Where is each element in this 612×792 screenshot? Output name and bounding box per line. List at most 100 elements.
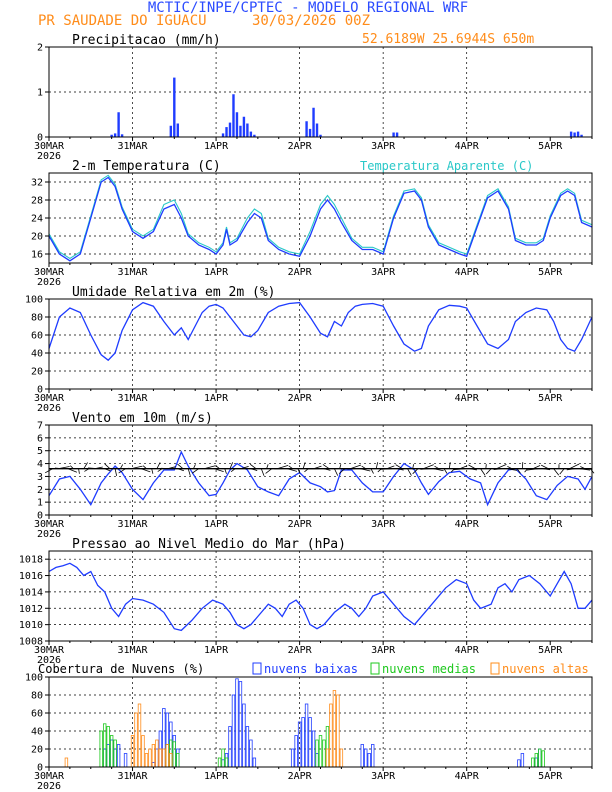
ytick-label: 1 bbox=[37, 498, 43, 509]
precip-bar bbox=[249, 131, 253, 137]
precip-bar bbox=[242, 116, 246, 137]
xtick-label: 2APR bbox=[288, 393, 313, 404]
panel-frame bbox=[48, 676, 593, 768]
legend-low-label: nuvens baixas bbox=[264, 662, 358, 676]
header-title: MCTIC/INPE/CPTEC - MODELO REGIONAL WRF bbox=[148, 0, 468, 16]
ytick-label: 3 bbox=[37, 472, 43, 483]
cloud-bar bbox=[311, 730, 316, 768]
cloud-bar bbox=[531, 757, 535, 768]
xtick-label: 2APR bbox=[288, 519, 313, 530]
xtick-label: 30MAR bbox=[34, 393, 65, 404]
cloud-bar bbox=[541, 750, 545, 768]
xtick-year-label: 2026 bbox=[37, 151, 61, 162]
precip-bar bbox=[580, 134, 583, 137]
ytick-label: 0 bbox=[37, 511, 43, 522]
xtick-label: 2APR bbox=[288, 141, 313, 152]
cloud-bar bbox=[290, 748, 295, 768]
xtick-year-label: 2026 bbox=[37, 277, 61, 288]
cloud-bar bbox=[318, 735, 323, 768]
cloud-bar bbox=[231, 694, 236, 768]
wind-arrow bbox=[177, 463, 184, 470]
precip-bar bbox=[173, 77, 176, 137]
cloud-bar bbox=[106, 726, 110, 768]
cloud-bar bbox=[308, 717, 312, 768]
precip-title: Precipitacao (mm/h) bbox=[72, 33, 221, 48]
precip-bar bbox=[120, 134, 124, 137]
cloud-bar bbox=[329, 703, 333, 768]
ytick-label: 0 bbox=[37, 385, 43, 396]
ytick-label: 32 bbox=[31, 178, 43, 189]
cloud-bar bbox=[169, 753, 173, 768]
precip-bar bbox=[253, 134, 256, 137]
cloud-bar bbox=[123, 753, 128, 768]
ytick-label: 6 bbox=[37, 433, 43, 444]
wind-arrow bbox=[120, 464, 124, 469]
ytick-label: 1018 bbox=[19, 555, 43, 566]
ytick-label: 1016 bbox=[19, 571, 43, 582]
xtick-label: 3APR bbox=[371, 267, 396, 278]
xtick-label: 3APR bbox=[371, 393, 396, 404]
series-line bbox=[48, 450, 593, 507]
series-line bbox=[48, 301, 593, 362]
cloud-bar bbox=[332, 690, 337, 768]
wind-title: Vento em 10m (m/s) bbox=[72, 411, 213, 426]
xtick-label: 4APR bbox=[455, 267, 480, 278]
xtick-label: 2APR bbox=[288, 771, 313, 782]
cloud-bar bbox=[520, 753, 525, 768]
precip-bar bbox=[228, 122, 232, 137]
ytick-label: 16 bbox=[31, 250, 43, 261]
cloud-bar bbox=[294, 735, 298, 768]
wind-arrow bbox=[151, 468, 154, 474]
legend-high-swatch bbox=[490, 662, 500, 675]
xtick-label: 3APR bbox=[371, 519, 396, 530]
cloud-bar bbox=[221, 748, 225, 768]
cloud-bar bbox=[144, 753, 149, 768]
series-line bbox=[48, 174, 593, 260]
ytick-label: 60 bbox=[31, 331, 43, 342]
xtick-label: 31MAR bbox=[117, 771, 148, 782]
cloud-bar bbox=[134, 712, 138, 768]
cloud-bar bbox=[242, 703, 246, 768]
xtick-label: 30MAR bbox=[34, 645, 65, 656]
cloud-bar bbox=[245, 726, 250, 768]
precip-bar bbox=[319, 134, 322, 137]
wind-arrow bbox=[191, 468, 199, 474]
ytick-label: 100 bbox=[25, 673, 43, 684]
panel-frame bbox=[48, 550, 593, 642]
wind-arrow bbox=[443, 468, 448, 474]
precip-bar bbox=[176, 123, 179, 137]
xtick-label: 1APR bbox=[204, 519, 229, 530]
ytick-label: 20 bbox=[31, 367, 43, 378]
header-date: 30/03/2026 00Z bbox=[252, 13, 370, 29]
temp-legend: Temperatura Aparente (C) bbox=[360, 159, 533, 173]
legend-mid-swatch bbox=[370, 662, 380, 675]
cloud-bar bbox=[102, 723, 107, 768]
legend-high-label: nuvens altas bbox=[502, 662, 589, 676]
cloud-bar bbox=[141, 735, 145, 768]
xtick-label: 5APR bbox=[538, 519, 563, 530]
ytick-label: 7 bbox=[37, 421, 43, 432]
ytick-label: 1014 bbox=[19, 587, 43, 598]
xtick-label: 3APR bbox=[371, 141, 396, 152]
precip-bar bbox=[573, 132, 576, 137]
xtick-label: 4APR bbox=[455, 519, 480, 530]
ytick-label: 2 bbox=[37, 485, 43, 496]
ytick-label: 1008 bbox=[19, 637, 43, 648]
wind-arrow bbox=[559, 468, 565, 475]
xtick-label: 4APR bbox=[455, 771, 480, 782]
rh-title: Umidade Relativa em 2m (%) bbox=[72, 285, 276, 300]
cloud-bar bbox=[301, 717, 305, 768]
cloud-bar bbox=[517, 759, 521, 768]
wind-arrow bbox=[266, 464, 269, 469]
xtick-year-label: 2026 bbox=[37, 781, 61, 792]
precip-bar bbox=[395, 132, 399, 137]
xtick-label: 5APR bbox=[538, 141, 563, 152]
cloud-bar bbox=[99, 730, 103, 768]
ytick-label: 0 bbox=[37, 763, 43, 774]
ytick-label: 40 bbox=[31, 727, 43, 738]
wind-arrow bbox=[156, 462, 161, 469]
cloud-bar bbox=[155, 739, 159, 768]
cloud-bar bbox=[217, 757, 222, 768]
cloud-bar bbox=[176, 753, 180, 768]
